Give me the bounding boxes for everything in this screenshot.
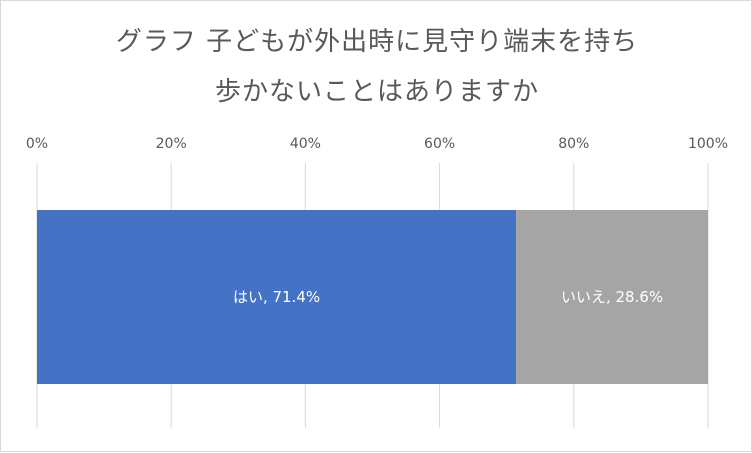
- x-tick-label: 60%: [424, 136, 455, 152]
- data-label: いいえ, 28.6%: [561, 288, 663, 306]
- x-tick-label: 80%: [558, 136, 589, 152]
- chart-title-line-2: 歩かないことはありますか: [214, 77, 539, 107]
- chart-title-line-1: グラフ 子どもが外出時に見守り端末を持ち: [115, 27, 639, 57]
- x-tick-label: 100%: [688, 136, 728, 152]
- x-tick-label: 0%: [26, 136, 48, 152]
- x-tick-label: 40%: [290, 136, 321, 152]
- x-tick-label: 20%: [156, 136, 187, 152]
- bar-segment-2: [516, 210, 708, 384]
- bar-segment-1: [37, 210, 517, 384]
- data-label: はい, 71.4%: [233, 288, 320, 306]
